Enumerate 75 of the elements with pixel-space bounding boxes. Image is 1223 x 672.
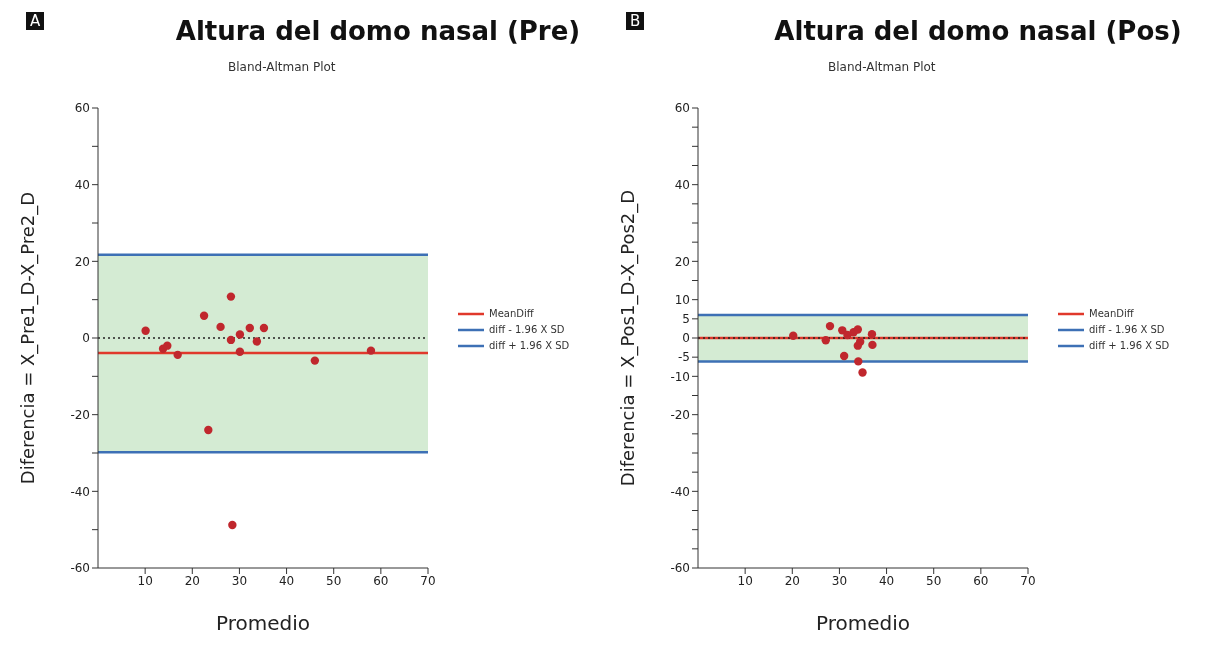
point (173, 350, 182, 360)
point (839, 351, 849, 361)
point (825, 321, 835, 331)
y-tick-label: 40 (74, 177, 90, 192)
legend-label: diff + 1.96 X SD (489, 340, 570, 351)
point (235, 347, 245, 356)
x-tick-label: 40 (878, 573, 895, 588)
y-tick-label: -20 (70, 407, 90, 422)
y-tick-label: 5 (682, 312, 690, 327)
point (228, 520, 237, 530)
point (853, 325, 863, 334)
y-tick-label: 0 (82, 331, 90, 346)
x-tick-label: 20 (784, 573, 800, 588)
y-tick-label: -60 (70, 561, 90, 576)
point (226, 292, 236, 301)
chart-subtitle: Bland-Altman Plot (228, 60, 336, 74)
x-tick-label: 70 (420, 573, 436, 588)
legend-label: diff + 1.96 X SD (1089, 340, 1170, 351)
y-tick-label: -5 (678, 350, 690, 365)
point (867, 329, 877, 339)
point (199, 311, 209, 320)
chart-title: Altura del domo nasal (Pos) (773, 16, 1183, 46)
y-tick-label: -60 (670, 561, 690, 576)
point (843, 330, 852, 340)
x-tick-label: 60 (973, 573, 989, 588)
x-axis-title: Promedio (815, 611, 911, 635)
point (252, 337, 262, 346)
x-tick-label: 10 (137, 573, 153, 588)
point (204, 425, 213, 435)
x-tick-label: 60 (373, 573, 389, 588)
y-tick-label: 20 (674, 254, 690, 269)
legend-label: MeanDiff (489, 308, 534, 319)
point (226, 335, 236, 345)
y-axis-title: Diferencia = X_Pre1_D-X_Pre2_D (17, 191, 40, 485)
y-tick-label: 0 (682, 331, 690, 346)
x-tick-label: 20 (184, 573, 200, 588)
y-tick-label: 60 (74, 101, 90, 116)
point (821, 336, 830, 345)
chart-title: Altura del domo nasal (Pre) (174, 16, 582, 46)
point (366, 346, 376, 355)
y-tick-label: -10 (670, 369, 690, 384)
x-tick-label: 30 (231, 573, 248, 588)
point (789, 331, 798, 340)
y-tick-label: -40 (70, 484, 90, 499)
point (163, 341, 172, 350)
point (868, 340, 877, 350)
x-tick-label: 10 (737, 573, 753, 588)
text: B (626, 12, 645, 30)
x-tick-label: 70 (1020, 573, 1036, 588)
point (245, 323, 254, 333)
point (141, 326, 150, 335)
point (854, 357, 863, 366)
chart-subtitle: Bland-Altman Plot (828, 60, 936, 74)
legend-label: diff - 1.96 X SD (489, 324, 565, 335)
point (216, 322, 225, 332)
y-tick-label: 60 (674, 101, 690, 116)
y-tick-label: 20 (74, 254, 90, 269)
y-tick-label: 40 (674, 177, 690, 192)
point (858, 368, 867, 377)
x-tick-label: 40 (278, 573, 295, 588)
text: A (26, 12, 45, 30)
point (259, 323, 269, 333)
y-tick-label: -20 (670, 407, 690, 422)
legend-label: MeanDiff (1089, 308, 1134, 319)
point (235, 330, 245, 339)
x-tick-label: 30 (831, 573, 848, 588)
legend-label: diff - 1.96 X SD (1089, 324, 1165, 335)
x-axis-title: Promedio (215, 611, 311, 635)
y-axis-title: Diferencia = X_Pos1_D-X_Pos2_D (617, 189, 640, 487)
point (853, 341, 863, 350)
x-tick-label: 50 (326, 573, 342, 588)
x-tick-label: 50 (926, 573, 942, 588)
point (310, 356, 320, 365)
y-tick-label: 10 (674, 292, 690, 307)
y-tick-label: -40 (670, 484, 690, 499)
